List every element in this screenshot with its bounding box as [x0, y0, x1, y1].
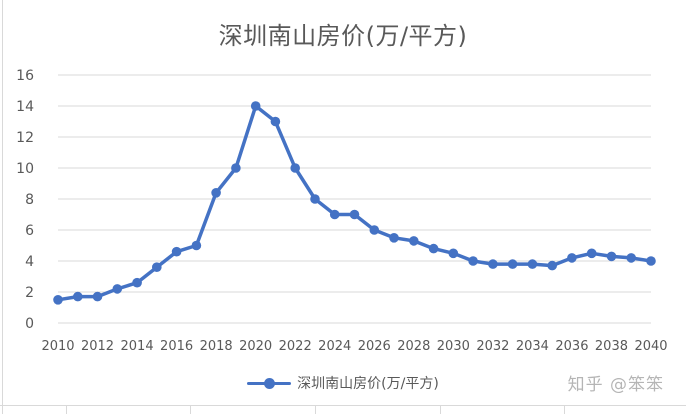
- x-axis-tick-labels: 2010 2012 2014 2016 2018 2020 2022 2024 2026 2028…: [41, 339, 667, 354]
- y-tick-label: 16: [16, 68, 34, 84]
- y-tick-label: 8: [25, 192, 34, 208]
- frame-bottom-tick: [315, 405, 316, 414]
- data-point: [626, 253, 636, 263]
- y-tick-label: 10: [16, 161, 34, 177]
- x-tick-label: 2014: [121, 339, 154, 354]
- data-point: [250, 101, 261, 111]
- data-point: [369, 225, 380, 235]
- frame-bottom-tick: [66, 405, 67, 414]
- chart-title: 深圳南山房价(万/平方): [218, 22, 468, 50]
- data-point: [270, 116, 281, 127]
- data-point: [310, 194, 320, 204]
- data-point: [547, 260, 557, 271]
- frame-bottom-tick: [440, 405, 441, 414]
- data-point: [211, 188, 221, 198]
- x-tick-label: 2024: [318, 339, 351, 354]
- data-point: [527, 259, 538, 269]
- series-layer: [53, 101, 656, 305]
- data-point: [567, 253, 577, 263]
- x-tick-label: 2036: [555, 339, 588, 354]
- frame-bottom-tick: [564, 405, 565, 414]
- data-point: [231, 163, 241, 173]
- data-point: [586, 248, 597, 259]
- y-tick-label: 0: [25, 316, 34, 332]
- data-point: [646, 256, 656, 266]
- y-tick-label: 4: [25, 254, 34, 270]
- data-point: [488, 259, 498, 269]
- data-point: [349, 209, 360, 220]
- data-point: [409, 236, 419, 246]
- x-tick-label: 2022: [279, 339, 312, 354]
- data-point: [448, 248, 459, 259]
- data-point: [73, 291, 83, 302]
- data-point: [53, 295, 63, 305]
- frame-left-edge: [2, 0, 3, 414]
- x-tick-label: 2038: [595, 339, 628, 354]
- data-point: [468, 256, 478, 266]
- legend-series-label: 深圳南山房价(万/平方): [297, 376, 439, 392]
- data-point: [290, 163, 301, 173]
- frame-bottom-edge: [0, 405, 686, 406]
- data-point: [171, 246, 182, 257]
- data-point: [507, 259, 518, 269]
- y-tick-label: 2: [25, 285, 34, 301]
- data-point: [606, 251, 617, 262]
- legend-dot: [264, 378, 276, 389]
- legend: 深圳南山房价(万/平方): [0, 372, 686, 394]
- x-tick-label: 2040: [634, 339, 667, 354]
- x-tick-label: 2010: [41, 339, 74, 354]
- x-tick-label: 2032: [476, 339, 509, 354]
- data-point: [152, 262, 162, 273]
- x-tick-label: 2034: [516, 339, 549, 354]
- gridlines: [58, 74, 651, 324]
- data-point: [389, 233, 399, 243]
- x-tick-label: 2012: [81, 339, 114, 354]
- x-tick-label: 2018: [200, 339, 233, 354]
- data-point: [132, 277, 142, 288]
- y-tick-label: 14: [16, 99, 34, 115]
- x-tick-label: 2030: [437, 339, 470, 354]
- data-point: [92, 291, 103, 302]
- data-point: [191, 240, 202, 251]
- data-point: [428, 243, 439, 254]
- frame-bottom-tick: [190, 405, 191, 414]
- data-point: [329, 209, 340, 220]
- watermark-text: 知乎 @笨笨: [567, 375, 664, 395]
- y-axis-tick-labels: 0 2 4 6 8 10 12 14 16: [16, 68, 34, 332]
- legend-series-marker: [247, 376, 292, 390]
- x-tick-label: 2026: [358, 339, 391, 354]
- x-tick-label: 2020: [239, 339, 272, 354]
- series-line: [56, 104, 653, 302]
- x-tick-label: 2028: [397, 339, 430, 354]
- x-tick-label: 2016: [160, 339, 193, 354]
- y-tick-label: 6: [25, 223, 34, 239]
- y-tick-label: 12: [16, 130, 34, 146]
- data-point: [112, 284, 123, 294]
